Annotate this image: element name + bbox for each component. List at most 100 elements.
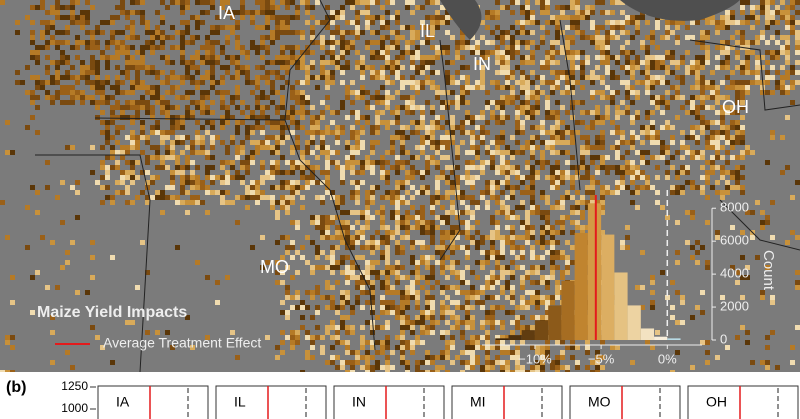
raster-cell xyxy=(35,75,40,80)
raster-cell xyxy=(295,100,300,105)
raster-cell xyxy=(340,270,345,275)
raster-cell xyxy=(370,195,375,200)
raster-cell xyxy=(710,135,715,140)
raster-cell xyxy=(465,305,470,310)
raster-cell xyxy=(80,10,85,15)
raster-cell xyxy=(45,285,50,290)
raster-cell xyxy=(565,45,570,50)
raster-cell xyxy=(785,165,790,170)
raster-cell xyxy=(275,210,280,215)
raster-cell xyxy=(305,145,310,150)
raster-cell xyxy=(95,60,100,65)
raster-cell xyxy=(615,190,620,195)
raster-cell xyxy=(530,315,535,320)
raster-cell xyxy=(405,25,410,30)
raster-cell xyxy=(405,320,410,325)
raster-cell xyxy=(770,0,775,5)
raster-cell xyxy=(770,75,775,80)
raster-cell xyxy=(440,50,445,55)
raster-cell xyxy=(395,160,400,165)
raster-cell xyxy=(505,80,510,85)
raster-cell xyxy=(275,25,280,30)
raster-cell xyxy=(590,160,595,165)
raster-cell xyxy=(515,30,520,35)
raster-cell xyxy=(670,280,675,285)
raster-cell xyxy=(365,165,370,170)
raster-cell xyxy=(135,10,140,15)
raster-cell xyxy=(285,115,290,120)
raster-cell xyxy=(290,220,295,225)
raster-cell xyxy=(495,220,500,225)
raster-cell xyxy=(195,65,200,70)
raster-cell xyxy=(325,150,330,155)
raster-cell xyxy=(410,40,415,45)
raster-cell xyxy=(620,30,625,35)
raster-cell xyxy=(280,170,285,175)
raster-cell xyxy=(105,140,110,145)
raster-cell xyxy=(495,140,500,145)
raster-cell xyxy=(650,290,655,295)
raster-cell xyxy=(600,80,605,85)
raster-cell xyxy=(365,240,370,245)
raster-cell xyxy=(300,50,305,55)
raster-cell xyxy=(330,270,335,275)
raster-cell xyxy=(325,360,330,365)
raster-cell xyxy=(790,70,795,75)
raster-cell xyxy=(425,140,430,145)
raster-cell xyxy=(600,25,605,30)
raster-cell xyxy=(180,95,185,100)
raster-cell xyxy=(405,5,410,10)
raster-cell xyxy=(130,170,135,175)
raster-cell xyxy=(410,195,415,200)
raster-cell xyxy=(440,135,445,140)
raster-cell xyxy=(545,275,550,280)
raster-cell xyxy=(530,80,535,85)
raster-cell xyxy=(260,10,265,15)
raster-cell xyxy=(585,165,590,170)
raster-cell xyxy=(565,25,570,30)
raster-cell xyxy=(550,270,555,275)
raster-cell xyxy=(355,135,360,140)
raster-cell xyxy=(15,80,20,85)
raster-cell xyxy=(375,275,380,280)
raster-cell xyxy=(455,145,460,150)
raster-cell xyxy=(600,75,605,80)
raster-cell xyxy=(125,150,130,155)
raster-cell xyxy=(590,75,595,80)
raster-cell xyxy=(630,90,635,95)
raster-cell xyxy=(60,50,65,55)
raster-cell xyxy=(30,30,35,35)
raster-cell xyxy=(660,155,665,160)
raster-cell xyxy=(615,110,620,115)
raster-cell xyxy=(445,145,450,150)
raster-cell xyxy=(665,20,670,25)
raster-cell xyxy=(275,55,280,60)
raster-cell xyxy=(385,260,390,265)
raster-cell xyxy=(690,215,695,220)
raster-cell xyxy=(115,55,120,60)
raster-cell xyxy=(540,360,545,365)
raster-cell xyxy=(525,185,530,190)
raster-cell xyxy=(700,130,705,135)
raster-cell xyxy=(705,85,710,90)
raster-cell xyxy=(375,210,380,215)
raster-cell xyxy=(280,155,285,160)
raster-cell xyxy=(350,350,355,355)
raster-cell xyxy=(730,35,735,40)
raster-cell xyxy=(440,240,445,245)
raster-cell xyxy=(305,65,310,70)
raster-cell xyxy=(325,15,330,20)
raster-cell xyxy=(110,85,115,90)
raster-cell xyxy=(500,210,505,215)
raster-cell xyxy=(30,310,35,315)
raster-cell xyxy=(140,45,145,50)
raster-cell xyxy=(470,235,475,240)
raster-cell xyxy=(235,25,240,30)
raster-cell xyxy=(175,30,180,35)
raster-cell xyxy=(35,80,40,85)
raster-cell xyxy=(545,100,550,105)
raster-cell xyxy=(690,185,695,190)
raster-cell xyxy=(620,240,625,245)
raster-cell xyxy=(125,55,130,60)
raster-cell xyxy=(740,295,745,300)
